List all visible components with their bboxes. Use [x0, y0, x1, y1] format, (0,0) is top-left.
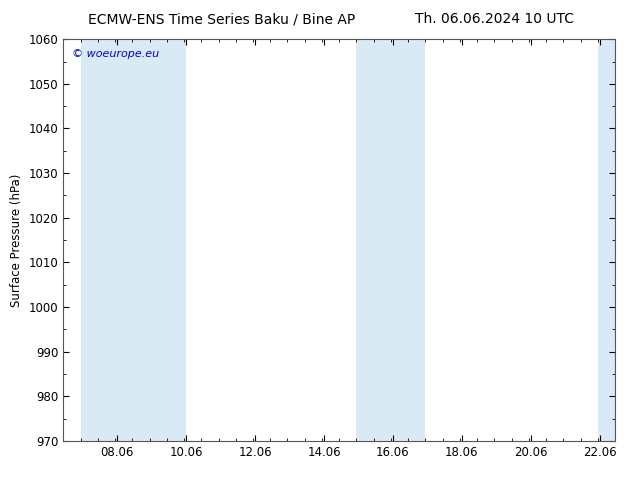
Text: ECMW-ENS Time Series Baku / Bine AP: ECMW-ENS Time Series Baku / Bine AP — [88, 12, 356, 26]
Bar — [373, 39, 425, 441]
Bar — [81, 39, 150, 441]
Y-axis label: Surface Pressure (hPa): Surface Pressure (hPa) — [10, 173, 23, 307]
Bar — [598, 39, 615, 441]
Bar — [356, 39, 373, 441]
Bar — [150, 39, 186, 441]
Text: © woeurope.eu: © woeurope.eu — [72, 49, 158, 59]
Text: Th. 06.06.2024 10 UTC: Th. 06.06.2024 10 UTC — [415, 12, 574, 26]
